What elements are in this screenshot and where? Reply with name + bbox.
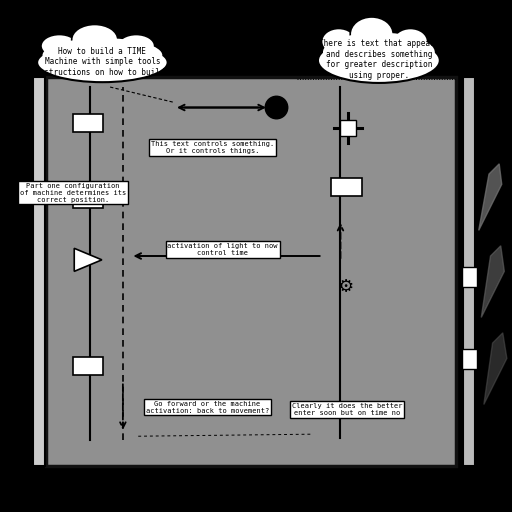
FancyBboxPatch shape <box>73 357 103 375</box>
Polygon shape <box>484 333 507 404</box>
Ellipse shape <box>42 38 162 73</box>
Polygon shape <box>479 164 502 230</box>
FancyBboxPatch shape <box>463 77 475 466</box>
Text: ⚙: ⚙ <box>337 278 354 296</box>
Ellipse shape <box>322 29 356 55</box>
FancyBboxPatch shape <box>33 77 45 466</box>
Text: Go forward or the machine
activation: back to movement?: Go forward or the machine activation: ba… <box>146 400 269 414</box>
Ellipse shape <box>72 25 118 55</box>
FancyBboxPatch shape <box>73 114 103 132</box>
FancyBboxPatch shape <box>340 120 356 136</box>
Ellipse shape <box>37 43 168 82</box>
Text: Clearly it does the better
enter soon but on time no: Clearly it does the better enter soon bu… <box>292 403 402 416</box>
Circle shape <box>265 96 288 119</box>
Polygon shape <box>74 248 102 271</box>
Text: This text controls something.
Or it controls things.: This text controls something. Or it cont… <box>151 141 274 154</box>
Text: activation of light to now
control time: activation of light to now control time <box>167 243 278 256</box>
Ellipse shape <box>350 17 393 51</box>
Polygon shape <box>481 246 504 317</box>
Ellipse shape <box>41 34 78 57</box>
FancyBboxPatch shape <box>462 267 477 287</box>
Ellipse shape <box>393 29 428 55</box>
FancyBboxPatch shape <box>73 191 103 208</box>
Ellipse shape <box>323 33 435 72</box>
Ellipse shape <box>118 34 155 57</box>
Text: How to build a TIME
Machine with simple tools
Instructions on how to build.: How to build a TIME Machine with simple … <box>35 47 169 77</box>
FancyBboxPatch shape <box>462 349 477 369</box>
Text: There is text that appears
and describes something
for greater description
using: There is text that appears and describes… <box>319 39 439 80</box>
Text: Part one configuration
of machine determines its
correct position.: Part one configuration of machine determ… <box>20 182 126 203</box>
FancyBboxPatch shape <box>331 178 362 196</box>
FancyBboxPatch shape <box>46 77 456 466</box>
Ellipse shape <box>318 38 440 83</box>
